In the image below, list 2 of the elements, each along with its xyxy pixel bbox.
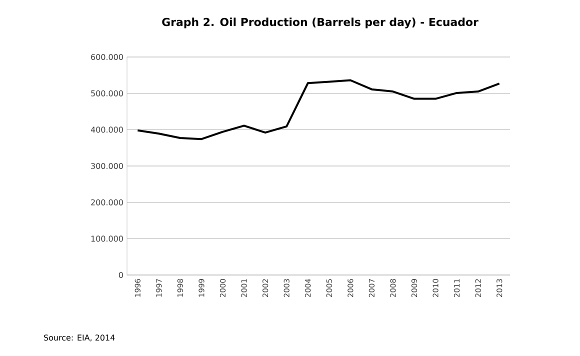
chart-title: Graph 2. Oil Production (Barrels per day) - Ecuador: [162, 18, 478, 28]
line-series: [136, 79, 500, 140]
